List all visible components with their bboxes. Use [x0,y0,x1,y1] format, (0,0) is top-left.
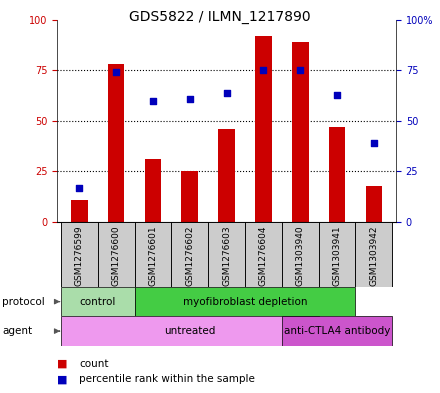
Bar [218,129,235,222]
Text: anti-CTLA4 antibody: anti-CTLA4 antibody [284,326,390,336]
Text: percentile rank within the sample: percentile rank within the sample [79,374,255,384]
Bar [282,222,319,287]
Bar [319,222,356,287]
Point [113,69,120,75]
Bar [181,171,198,222]
Text: ■: ■ [57,374,68,384]
Text: GSM1303941: GSM1303941 [333,225,341,286]
Text: myofibroblast depletion: myofibroblast depletion [183,297,307,307]
Point [186,95,193,102]
Bar [282,316,392,346]
Bar [61,287,135,316]
Point [260,67,267,73]
Text: count: count [79,358,109,369]
Text: GSM1303940: GSM1303940 [296,225,305,286]
Bar [171,222,208,287]
Text: GSM1276604: GSM1276604 [259,225,268,286]
Bar [356,222,392,287]
Text: GSM1276602: GSM1276602 [185,225,194,286]
Bar [108,64,125,222]
Text: GDS5822 / ILMN_1217890: GDS5822 / ILMN_1217890 [129,10,311,24]
Point [370,140,378,146]
Text: agent: agent [2,326,32,336]
Point [297,67,304,73]
Bar [255,36,272,222]
Text: control: control [80,297,116,307]
Bar [366,185,382,222]
Text: GSM1276600: GSM1276600 [112,225,121,286]
Text: ■: ■ [57,358,68,369]
Bar [61,316,319,346]
Bar [245,222,282,287]
Point [150,97,157,104]
Point [334,92,341,98]
Text: GSM1276601: GSM1276601 [148,225,158,286]
Bar [329,127,345,222]
Text: GSM1276599: GSM1276599 [75,225,84,286]
Text: GSM1276603: GSM1276603 [222,225,231,286]
Text: untreated: untreated [164,326,216,336]
Bar [145,159,161,222]
Bar [208,222,245,287]
Text: protocol: protocol [2,297,45,307]
Bar [98,222,135,287]
Bar [71,200,88,222]
Bar [292,42,308,222]
Bar [135,222,171,287]
Text: GSM1303942: GSM1303942 [370,225,378,286]
Bar [135,287,356,316]
Point [223,89,230,95]
Bar [61,222,98,287]
Point [76,184,83,191]
